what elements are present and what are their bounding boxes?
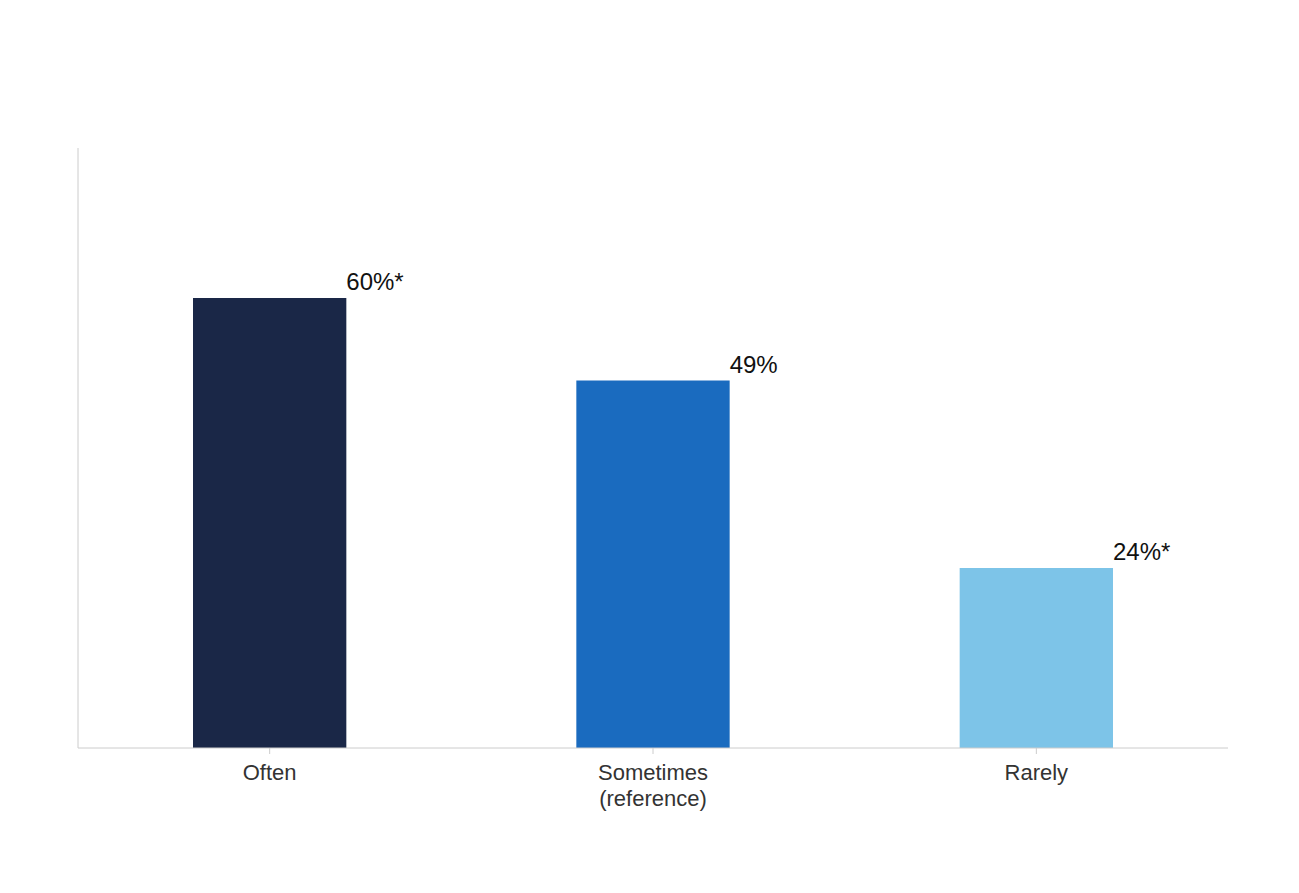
svg-text:Sometimes(reference): Sometimes(reference) [598,760,708,811]
svg-text:Rarely: Rarely [1005,760,1069,785]
svg-text:49%: 49% [730,351,778,378]
svg-text:24%*: 24%* [1113,538,1170,565]
svg-text:Often: Often [243,760,297,785]
svg-text:60%*: 60%* [346,268,403,295]
